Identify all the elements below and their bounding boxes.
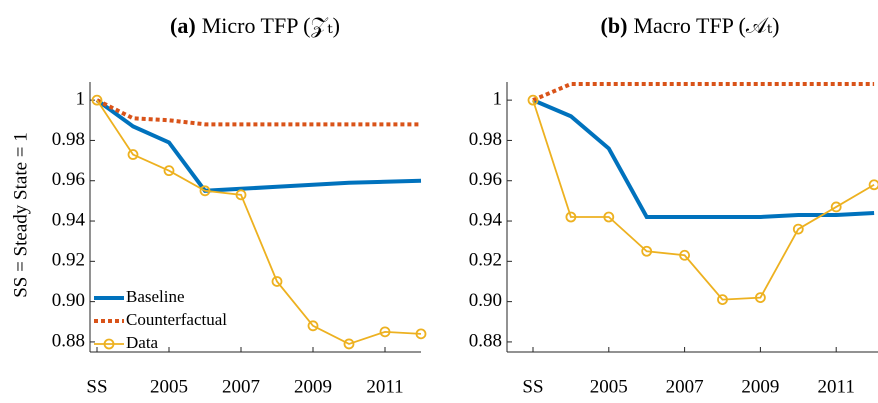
data-point [527, 94, 539, 106]
x-tick-label: 2005 [590, 376, 628, 397]
chart-title: (a) Micro TFP (𝒵ₜ) [170, 13, 340, 38]
series-line [532, 98, 875, 219]
data-point [830, 201, 842, 213]
chart-title: (b) Macro TFP (𝒜ₜ) [601, 13, 780, 38]
data-point [565, 211, 577, 223]
series-line [532, 82, 875, 102]
y-tick-label: 0.88 [52, 330, 85, 351]
y-tick-label: 1 [493, 88, 503, 109]
y-tick-label: 1 [76, 88, 86, 109]
data-point [792, 223, 804, 235]
data-point [163, 165, 175, 177]
series-line [96, 99, 422, 345]
data-point [868, 179, 878, 191]
data-point [755, 292, 766, 303]
y-tick-label: 0.98 [469, 129, 502, 150]
y-tick-label: 0.92 [469, 250, 502, 271]
legend-label: Counterfactual [126, 310, 227, 329]
data-point [127, 149, 139, 160]
y-tick-label: 0.90 [469, 290, 502, 311]
data-point [679, 249, 690, 261]
data-point [199, 185, 211, 197]
data-point [307, 320, 319, 332]
y-tick-label: 0.96 [469, 169, 502, 190]
data-point [379, 326, 391, 338]
y-tick-label: 0.94 [469, 209, 503, 230]
x-tick-label: SS [86, 376, 107, 397]
y-tick-label: 0.94 [52, 209, 86, 230]
series-line [96, 98, 421, 127]
panel-label: (b) [601, 13, 628, 38]
data-point [603, 211, 615, 223]
data-point [91, 94, 103, 106]
y-tick-label: 0.96 [52, 169, 85, 190]
y-tick-label: 0.90 [52, 290, 85, 311]
series-line [532, 99, 875, 301]
x-tick-label: 2011 [818, 376, 855, 397]
x-tick-label: 2005 [150, 376, 188, 397]
x-tick-label: 2009 [294, 376, 332, 397]
legend-label: Baseline [126, 287, 185, 306]
y-tick-label: 0.92 [52, 250, 85, 271]
data-point [415, 328, 427, 340]
data-point [271, 276, 283, 287]
x-tick-label: SS [522, 376, 543, 397]
title-text: Micro TFP (𝒵ₜ) [202, 13, 340, 38]
title-text: Macro TFP (𝒜ₜ) [633, 13, 779, 38]
panel-label: (a) [170, 13, 196, 38]
data-point [641, 245, 653, 257]
data-point [235, 189, 247, 201]
y-tick-label: 0.98 [52, 129, 85, 150]
data-point [343, 338, 355, 350]
series-line [95, 98, 422, 193]
legend-label: Data [126, 333, 159, 352]
y-axis-label: SS = Steady State = 1 [10, 132, 31, 298]
data-point [717, 294, 728, 306]
x-tick-label: 2007 [222, 376, 260, 397]
x-tick-label: 2009 [741, 376, 779, 397]
x-tick-label: 2011 [366, 376, 403, 397]
y-tick-label: 0.88 [469, 330, 502, 351]
x-tick-label: 2007 [666, 376, 704, 397]
legend-marker [103, 338, 115, 350]
